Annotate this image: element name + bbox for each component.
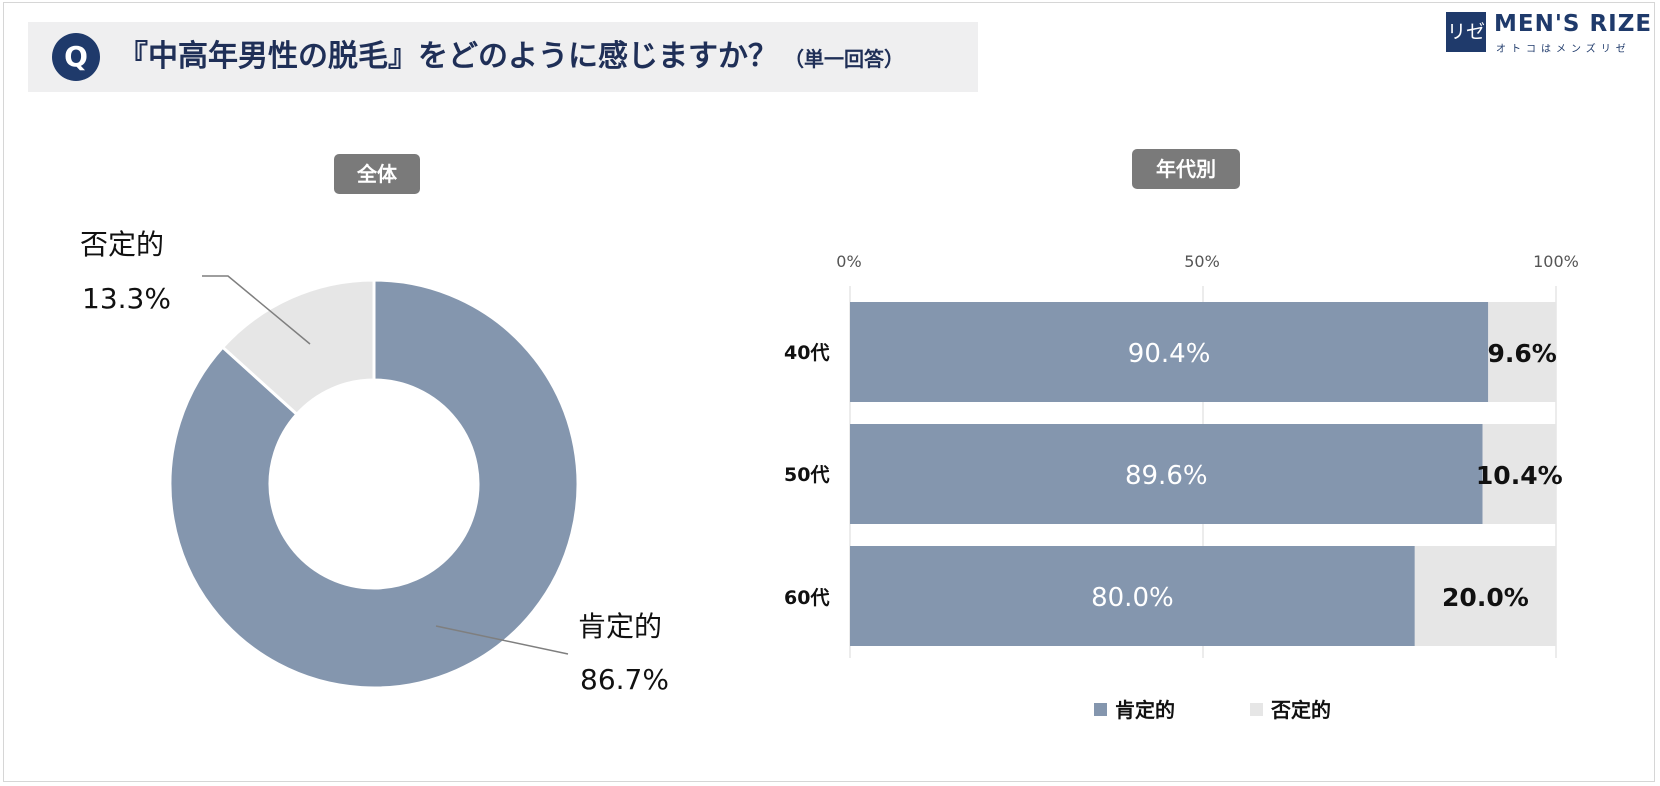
data-label-negative: 10.4%: [1476, 461, 1563, 490]
bar-positive: [850, 546, 1415, 646]
legend-positive-label: 肯定的: [1115, 698, 1175, 722]
positive-label: 肯定的: [578, 610, 663, 643]
data-label-positive: 80.0%: [1091, 583, 1174, 613]
logo-mark: リゼ: [1446, 12, 1486, 52]
donut-slice-positive: [168, 278, 580, 690]
x-tick-label: 50%: [1184, 252, 1220, 271]
data-label-negative: 9.6%: [1487, 339, 1556, 368]
legend-positive: 肯定的: [1094, 694, 1175, 723]
bar-negative: [1488, 302, 1556, 402]
bar-positive: [850, 302, 1489, 402]
bar-negative: [1414, 546, 1556, 646]
legend-negative: 否定的: [1250, 694, 1331, 723]
negative-value: 13.3%: [82, 282, 171, 315]
positive-leader-line: [435, 625, 569, 655]
question-banner: Q 『中高年男性の脱毛』をどのように感じますか？ （単一回答）: [28, 22, 978, 92]
data-label-positive: 89.6%: [1125, 461, 1208, 491]
brand-logo: リゼ MEN'S RIZE オトコはメンズリゼ: [1446, 11, 1651, 55]
row-label-40s: 40代: [784, 342, 830, 364]
by-age-title: 年代別: [1132, 149, 1240, 189]
legend-negative-swatch: [1250, 703, 1263, 716]
data-label-positive: 90.4%: [1128, 339, 1211, 369]
question-text: 『中高年男性の脱毛』をどのように感じますか？: [118, 39, 778, 74]
question-note: （単一回答）: [784, 47, 904, 71]
stacked-bar-chart: 90.4% 9.6% 89.6% 10.4% 80.0% 20.0%: [849, 286, 1563, 658]
legend-negative-label: 否定的: [1271, 698, 1331, 722]
slide-frame: [3, 2, 1655, 782]
legend-positive-swatch: [1094, 703, 1107, 716]
x-tick-label: 0%: [836, 252, 862, 271]
question-title: 『中高年男性の脱毛』をどのように感じますか？ （単一回答）: [118, 36, 904, 78]
negative-label: 否定的: [80, 228, 165, 261]
logo-name: MEN'S RIZE: [1494, 11, 1653, 37]
row-label-50s: 50代: [784, 464, 830, 486]
logo-tagline: オトコはメンズリゼ: [1496, 44, 1631, 55]
data-label-negative: 20.0%: [1442, 583, 1529, 612]
bar-positive: [850, 424, 1483, 524]
row-label-60s: 60代: [784, 587, 830, 609]
x-tick-label: 100%: [1533, 252, 1579, 271]
overall-title: 全体: [334, 154, 420, 194]
bar-negative: [1482, 424, 1556, 524]
positive-value: 86.7%: [580, 663, 669, 696]
donut-slice-negative: [220, 278, 376, 417]
question-badge: Q: [52, 33, 100, 81]
donut-chart: [168, 275, 580, 690]
negative-leader-line: [202, 275, 311, 345]
